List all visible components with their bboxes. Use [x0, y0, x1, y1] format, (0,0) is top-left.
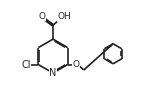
Text: OH: OH [58, 12, 71, 21]
Text: O: O [39, 12, 46, 21]
Text: N: N [49, 68, 57, 78]
Text: O: O [73, 60, 80, 69]
Text: Cl: Cl [21, 60, 31, 70]
